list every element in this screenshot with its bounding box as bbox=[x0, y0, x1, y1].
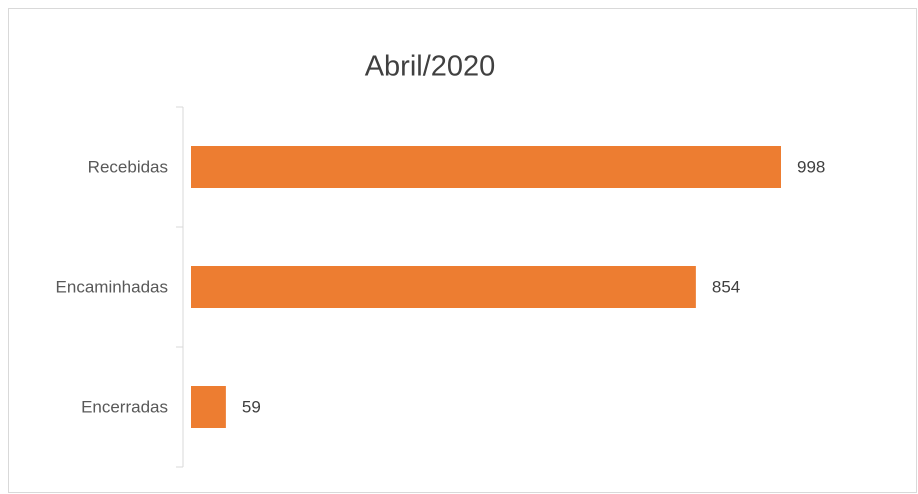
y-tick-label: Recebidas bbox=[88, 157, 168, 176]
chart-title: Abril/2020 bbox=[365, 51, 496, 83]
value-label: 59 bbox=[242, 397, 261, 416]
value-label: 998 bbox=[797, 157, 825, 176]
y-tick-label: Encerradas bbox=[81, 397, 168, 416]
chart-frame bbox=[8, 8, 917, 493]
bar bbox=[191, 146, 781, 188]
value-label: 854 bbox=[712, 277, 740, 296]
y-tick-label: Encaminhadas bbox=[56, 277, 168, 296]
bar bbox=[191, 266, 696, 308]
bar bbox=[191, 386, 226, 428]
